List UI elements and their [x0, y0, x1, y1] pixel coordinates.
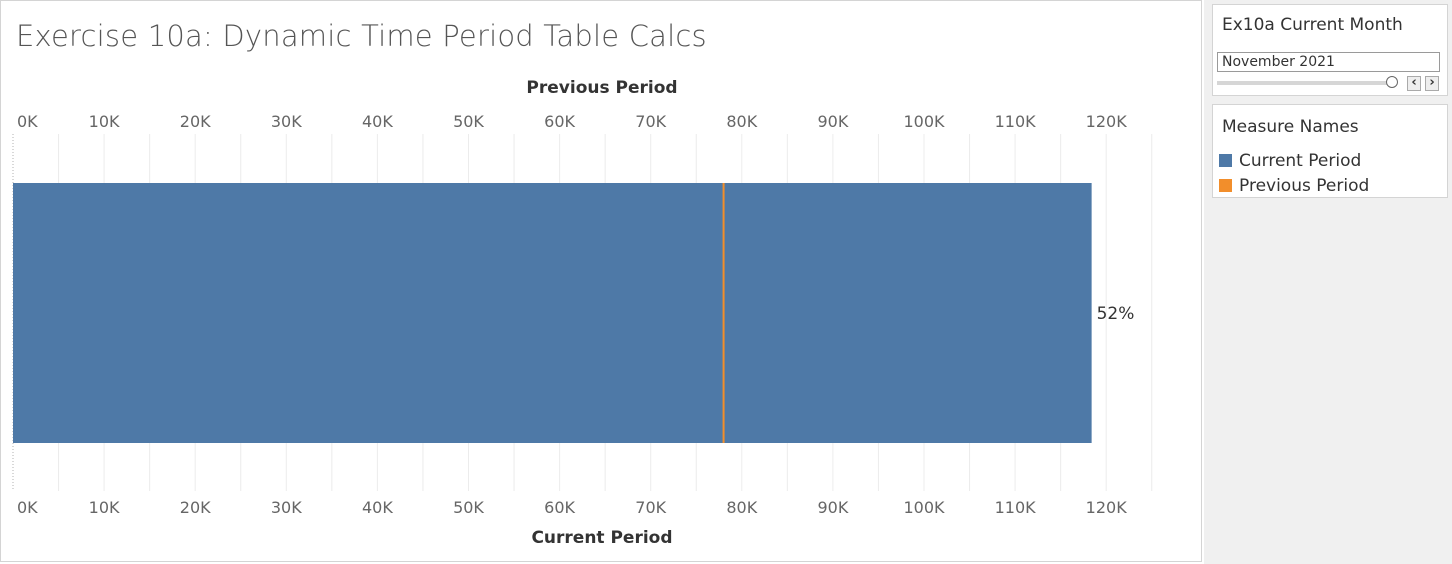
chevron-left-icon[interactable]: ‹ [1407, 76, 1421, 91]
top-tick-label: 0K [17, 112, 38, 131]
bar-data-label: 52% [1097, 304, 1135, 324]
chevron-right-icon[interactable]: › [1425, 76, 1439, 91]
top-tick-label: 50K [453, 112, 484, 131]
legend-label-current-period: Current Period [1239, 151, 1362, 171]
legend-label-previous-period: Previous Period [1239, 176, 1370, 196]
month-filter-title: Ex10a Current Month [1222, 15, 1403, 35]
top-tick-label: 120K [1086, 112, 1128, 131]
month-filter-card: Ex10a Current Month November 2021 ‹ › [1212, 4, 1448, 96]
bottom-axis-title: Current Period [531, 528, 673, 548]
legend-card: Measure Names Current Period Previous Pe… [1212, 104, 1448, 198]
current-period-bar [13, 183, 1092, 443]
bottom-tick-label: 90K [817, 498, 848, 517]
bottom-tick-label: 30K [271, 498, 302, 517]
current-period-swatch [1219, 154, 1232, 167]
bottom-tick-label: 60K [544, 498, 575, 517]
top-tick-label: 80K [726, 112, 757, 131]
top-tick-label: 110K [995, 112, 1037, 131]
top-tick-label: 20K [180, 112, 211, 131]
top-tick-label: 70K [635, 112, 666, 131]
month-filter-input[interactable]: November 2021 [1217, 52, 1440, 72]
chart-worksheet: Exercise 10a: Dynamic Time Period Table … [0, 0, 1202, 562]
bottom-tick-label: 10K [89, 498, 120, 517]
month-slider-track[interactable] [1217, 81, 1395, 85]
top-tick-label: 10K [89, 112, 120, 131]
bottom-tick-label: 80K [726, 498, 757, 517]
top-tick-label: 30K [271, 112, 302, 131]
top-tick-label: 90K [817, 112, 848, 131]
bottom-tick-label: 20K [180, 498, 211, 517]
dashboard-title: Exercise 10a: Dynamic Time Period Table … [16, 19, 707, 53]
bottom-tick-label: 100K [903, 498, 945, 517]
legend-title: Measure Names [1222, 117, 1359, 137]
bottom-tick-label: 70K [635, 498, 666, 517]
side-panel: Ex10a Current Month November 2021 ‹ › Me… [1204, 0, 1452, 564]
top-tick-label: 100K [903, 112, 945, 131]
bottom-tick-label: 40K [362, 498, 393, 517]
month-slider-thumb[interactable] [1386, 76, 1398, 88]
bottom-tick-label: 110K [995, 498, 1037, 517]
top-tick-label: 40K [362, 112, 393, 131]
bottom-tick-label: 0K [17, 498, 38, 517]
top-tick-label: 60K [544, 112, 575, 131]
bottom-tick-label: 50K [453, 498, 484, 517]
bar-chart: 0K 0K 10K 10K 20K 20K 30K 30K 40K 40K 50K 50K 60K 60K… [12, 112, 1153, 517]
previous-period-swatch [1219, 179, 1232, 192]
top-axis-title: Previous Period [526, 78, 678, 98]
bottom-tick-label: 120K [1086, 498, 1128, 517]
